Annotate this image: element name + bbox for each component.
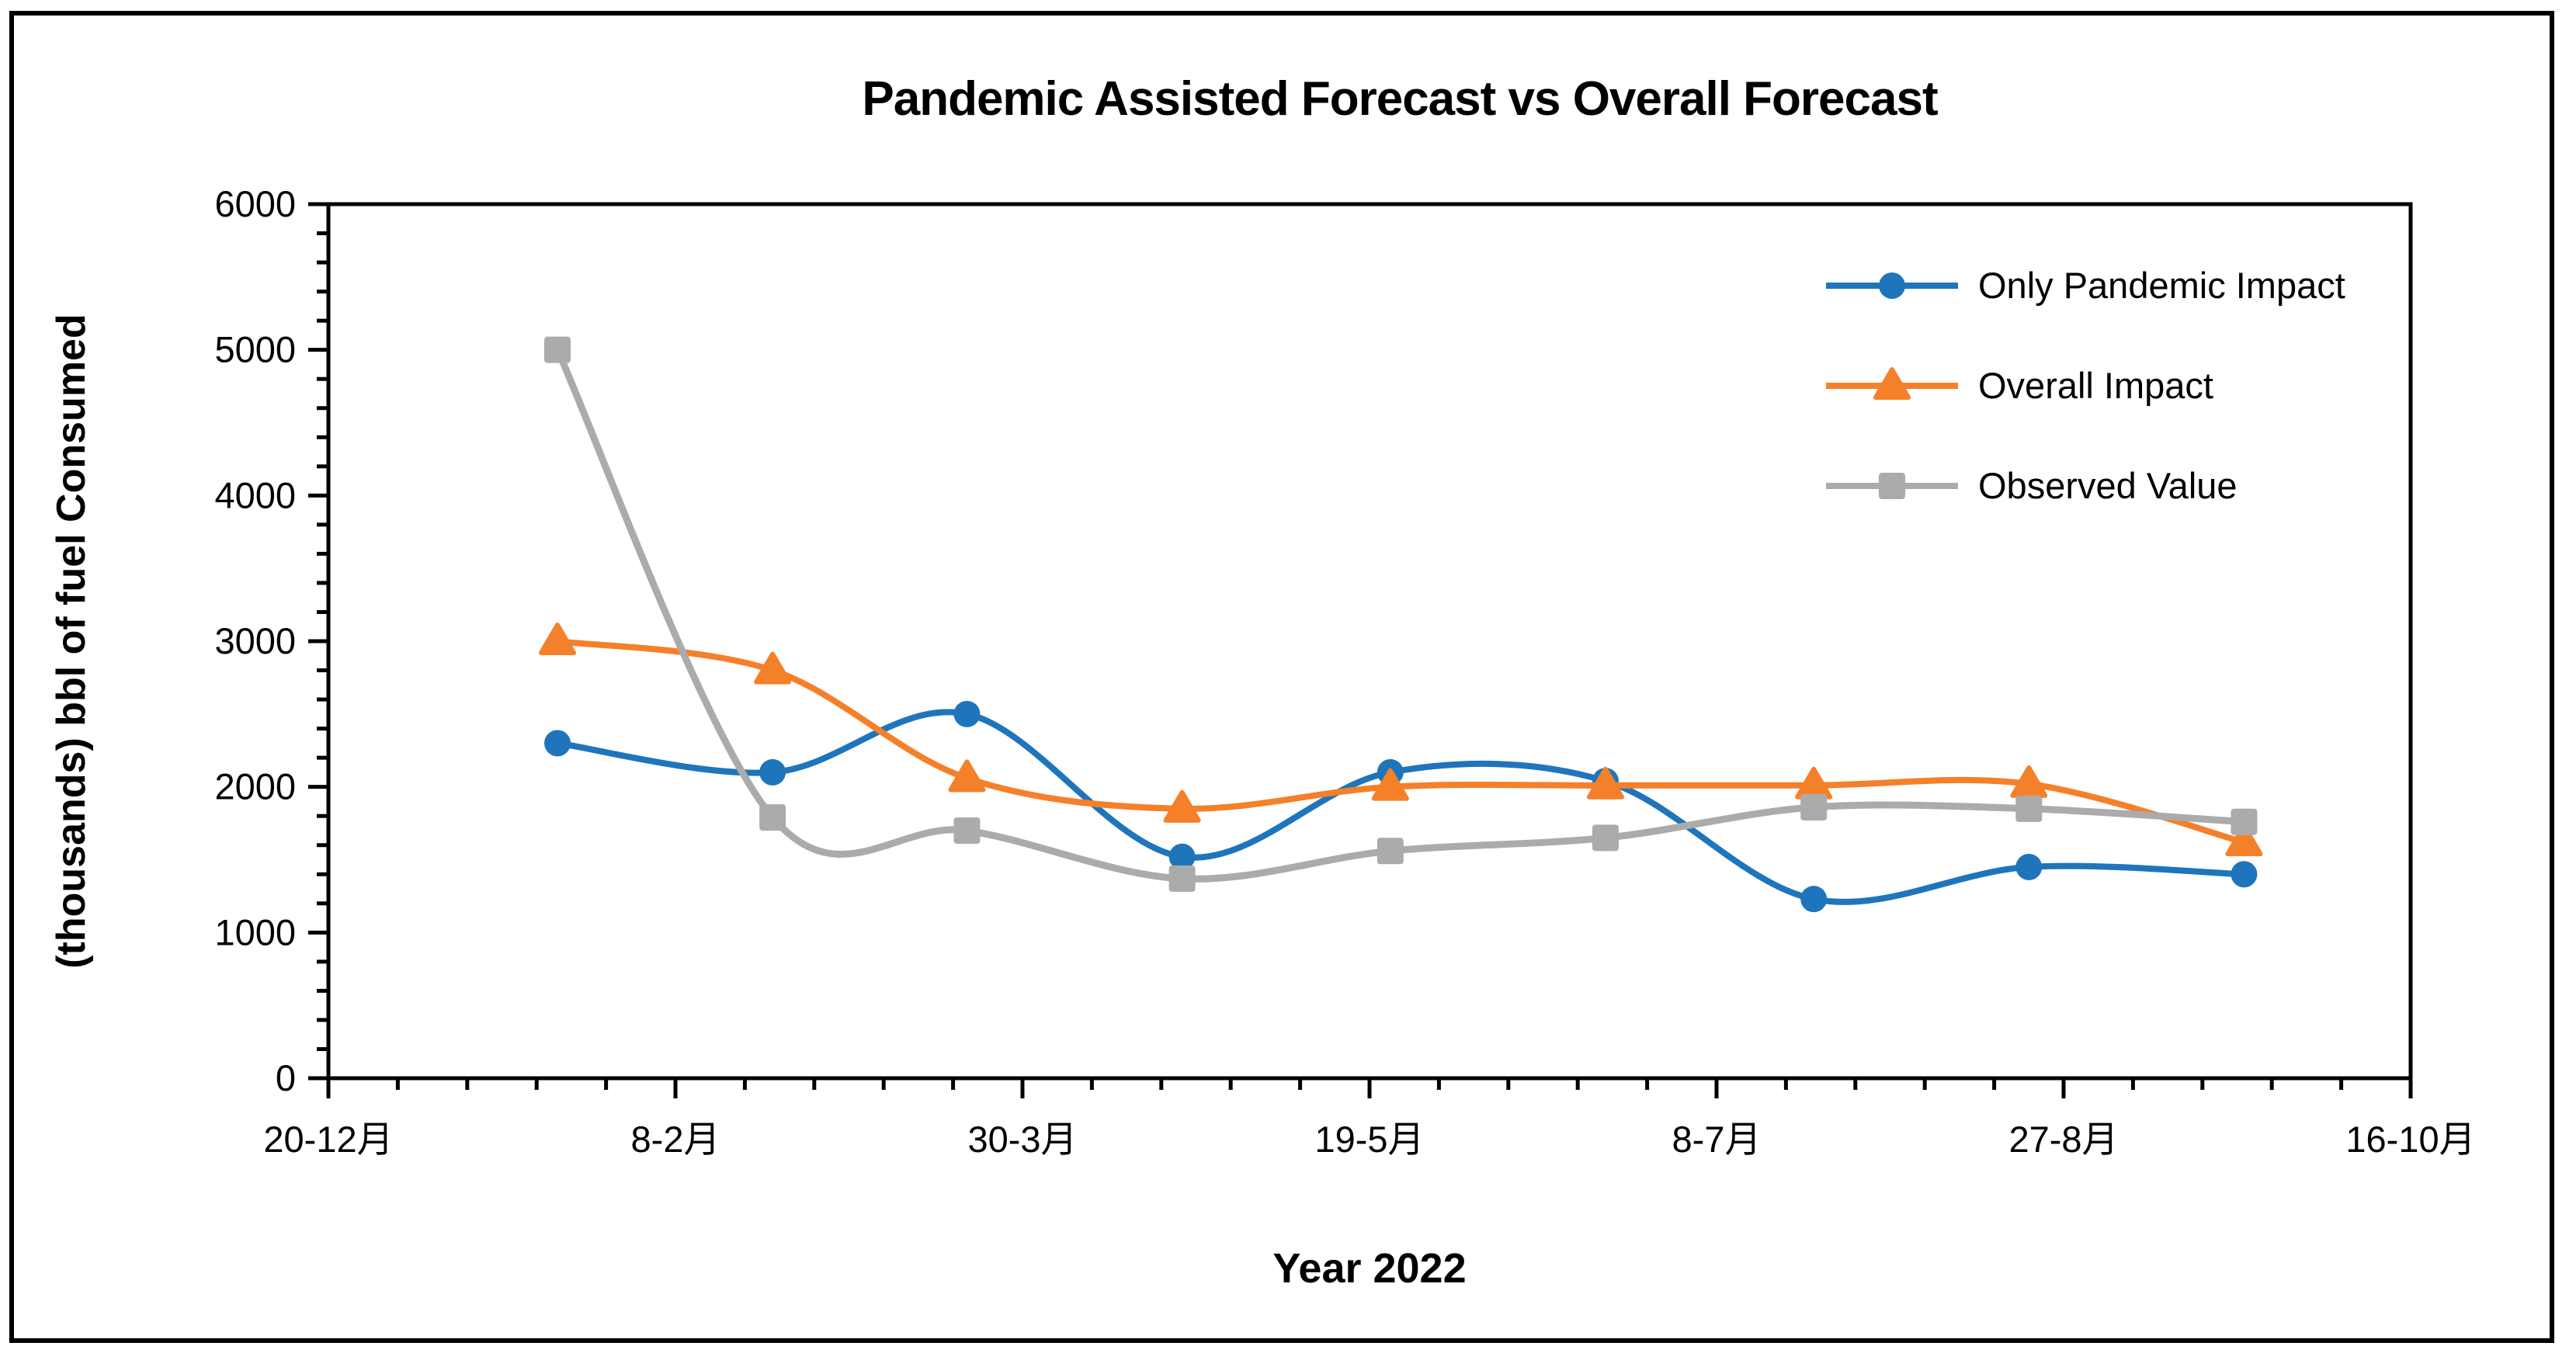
x-tick-label: 16-10月	[2345, 1119, 2475, 1160]
chart-title: Pandemic Assisted Forecast vs Overall Fo…	[862, 72, 1938, 126]
circle-marker	[1800, 886, 1828, 913]
y-tick-label: 5000	[214, 329, 296, 370]
plot-frame	[326, 202, 2413, 1081]
x-tick-label: 19-5月	[1314, 1119, 1424, 1160]
circle-marker	[759, 758, 786, 786]
series-line-overall-impact	[554, 638, 2248, 845]
square-marker	[1377, 838, 1404, 865]
x-tick-label: 27-8月	[2008, 1119, 2118, 1160]
circle-marker	[1879, 272, 1905, 299]
square-marker	[1592, 824, 1619, 852]
x-tick-label: 20-12月	[263, 1119, 393, 1160]
square-marker	[1879, 473, 1905, 499]
circle-marker	[2015, 853, 2043, 880]
y-tick-label: 3000	[214, 620, 296, 661]
series-observed-value	[544, 336, 2258, 892]
circle-marker	[953, 700, 981, 727]
square-marker	[2015, 795, 2043, 822]
square-marker	[1168, 865, 1196, 892]
square-marker	[1800, 793, 1828, 821]
legend-label: Overall Impact	[1978, 365, 2213, 406]
triangle-marker	[1873, 367, 1911, 400]
x-axis: 20-12月 8-2月 30-3月 19-5月 8-7月 27-8月 16-10月	[263, 1078, 2476, 1160]
x-axis-title: Year 2022	[1272, 1245, 1467, 1292]
legend: Only Pandemic Impact Overall Impact Observ…	[1826, 265, 2345, 506]
y-tick-label: 4000	[214, 474, 296, 515]
y-tick-label: 1000	[214, 911, 296, 952]
square-marker	[2231, 808, 2258, 835]
square-marker	[759, 804, 786, 831]
y-tick-label: 0	[276, 1057, 296, 1098]
y-tick-label: 6000	[214, 183, 296, 224]
y-tick-label: 2000	[214, 766, 296, 807]
legend-label: Observed Value	[1978, 465, 2238, 506]
circle-marker	[544, 730, 571, 757]
legend-item-overall-impact: Overall Impact	[1826, 365, 2213, 406]
triangle-marker	[1586, 766, 1624, 800]
series-overall-impact	[539, 623, 2263, 856]
triangle-marker	[948, 759, 986, 793]
legend-label: Only Pandemic Impact	[1978, 265, 2345, 306]
y-axis: 0 1000 2000 3000 4000 5000 6000	[214, 183, 328, 1098]
x-tick-label: 8-7月	[1672, 1119, 1762, 1160]
triangle-marker	[754, 651, 792, 685]
chart-border	[9, 11, 2554, 1343]
legend-item-only-pandemic-impact: Only Pandemic Impact	[1826, 265, 2345, 306]
triangle-marker	[2225, 823, 2263, 856]
x-tick-label: 30-3月	[967, 1119, 1077, 1160]
triangle-marker	[1163, 789, 1201, 823]
triangle-marker	[539, 623, 577, 655]
circle-marker	[1168, 843, 1196, 870]
triangle-marker	[1371, 768, 1409, 801]
x-tick-label: 8-2月	[631, 1119, 720, 1160]
circle-marker	[2231, 861, 2258, 888]
legend-item-observed-value: Observed Value	[1826, 465, 2238, 506]
square-marker	[544, 336, 571, 363]
square-marker	[953, 817, 981, 844]
